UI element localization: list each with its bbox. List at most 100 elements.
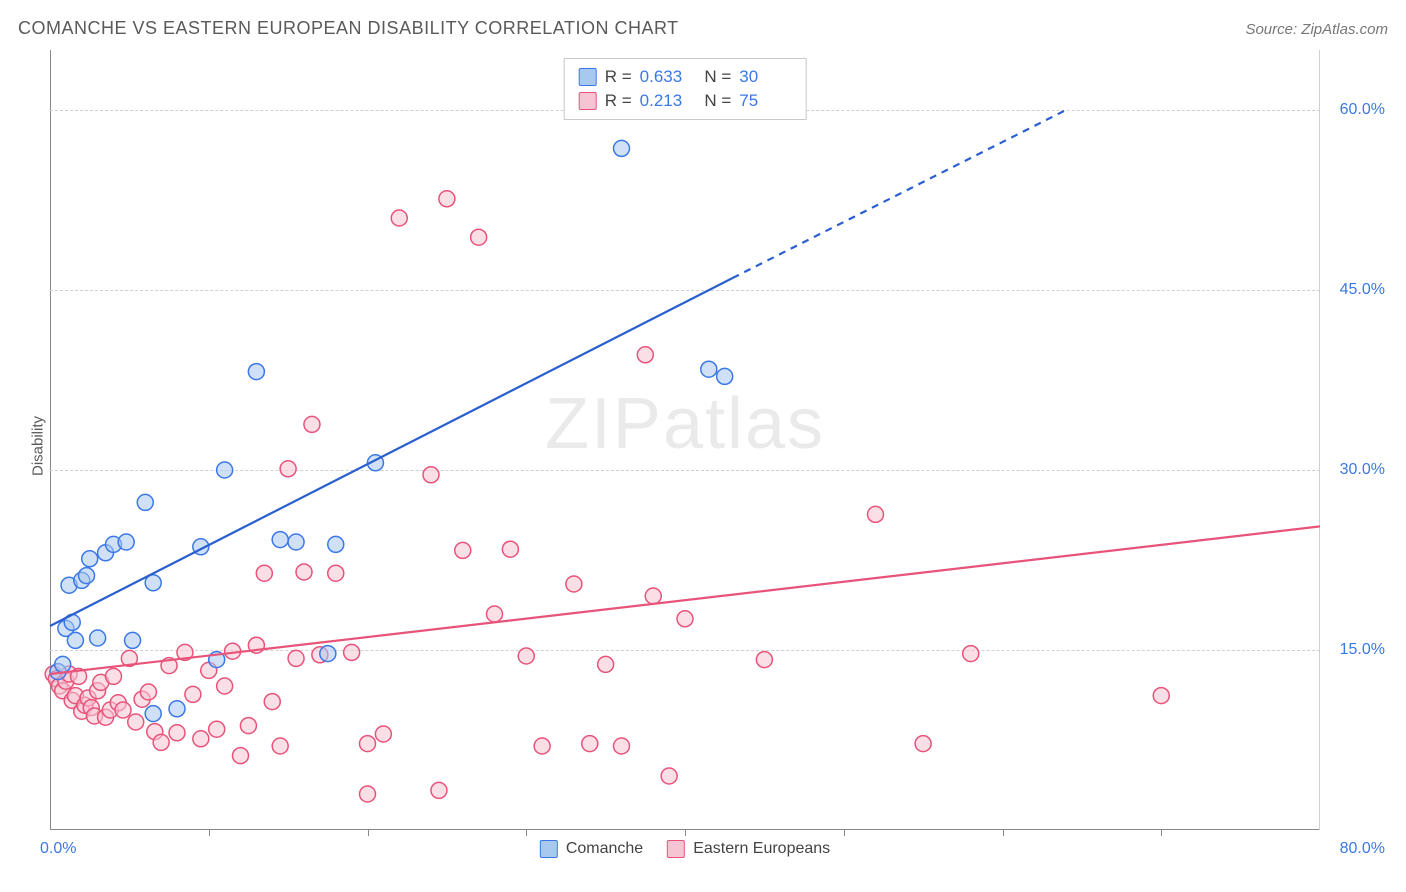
chart-title: COMANCHE VS EASTERN EUROPEAN DISABILITY … xyxy=(18,18,679,39)
stat-row-comanche: R = 0.633 N = 30 xyxy=(579,65,792,89)
r-label: R = xyxy=(605,67,632,87)
y-axis-label: Disability xyxy=(30,416,47,476)
data-point xyxy=(344,644,360,660)
legend-swatch-comanche xyxy=(540,840,558,858)
n-label: N = xyxy=(700,91,732,111)
data-point xyxy=(582,736,598,752)
data-point xyxy=(118,534,134,550)
data-point xyxy=(431,782,447,798)
y-tick-label: 30.0% xyxy=(1340,461,1385,479)
x-tick-mark xyxy=(526,830,527,836)
data-point xyxy=(637,347,653,363)
data-point xyxy=(534,738,550,754)
n-value-eastern: 75 xyxy=(739,91,791,111)
data-point xyxy=(717,368,733,384)
data-point xyxy=(140,684,156,700)
data-point xyxy=(423,467,439,483)
data-point xyxy=(185,686,201,702)
stat-legend: R = 0.633 N = 30 R = 0.213 N = 75 xyxy=(564,58,807,120)
data-point xyxy=(471,229,487,245)
data-point xyxy=(233,748,249,764)
data-point xyxy=(169,701,185,717)
data-point xyxy=(137,494,153,510)
legend-swatch-eastern xyxy=(667,840,685,858)
x-tick-mark xyxy=(1003,830,1004,836)
data-point xyxy=(328,565,344,581)
trend-line xyxy=(50,526,1320,674)
data-point xyxy=(360,736,376,752)
stat-row-eastern: R = 0.213 N = 75 xyxy=(579,89,792,113)
x-tick-mark xyxy=(1161,830,1162,836)
y-tick-label: 45.0% xyxy=(1340,281,1385,299)
data-point xyxy=(288,534,304,550)
data-point xyxy=(963,646,979,662)
data-point xyxy=(645,588,661,604)
data-point xyxy=(868,506,884,522)
trend-line-extrapolation xyxy=(733,110,1066,278)
data-point xyxy=(272,532,288,548)
data-point xyxy=(455,542,471,558)
bottom-legend: Comanche Eastern Europeans xyxy=(540,840,830,858)
data-point xyxy=(661,768,677,784)
trend-line xyxy=(50,278,733,626)
data-point xyxy=(248,364,264,380)
data-point xyxy=(598,656,614,672)
data-point xyxy=(79,568,95,584)
data-point xyxy=(677,611,693,627)
x-tick-mark xyxy=(844,830,845,836)
data-point xyxy=(209,721,225,737)
data-point xyxy=(502,541,518,557)
source-attribution: Source: ZipAtlas.com xyxy=(1245,21,1388,38)
data-point xyxy=(280,461,296,477)
r-value-comanche: 0.633 xyxy=(640,67,692,87)
n-label: N = xyxy=(700,67,732,87)
data-point xyxy=(153,734,169,750)
data-point xyxy=(701,361,717,377)
n-value-comanche: 30 xyxy=(739,67,791,87)
data-point xyxy=(193,731,209,747)
data-point xyxy=(169,725,185,741)
legend-item-comanche: Comanche xyxy=(540,840,643,858)
data-point xyxy=(296,564,312,580)
data-point xyxy=(756,652,772,668)
x-tick-max: 80.0% xyxy=(1340,840,1385,858)
data-point xyxy=(115,702,131,718)
data-point xyxy=(320,646,336,662)
x-tick-mark xyxy=(368,830,369,836)
swatch-comanche xyxy=(579,68,597,86)
data-point xyxy=(360,786,376,802)
data-point xyxy=(915,736,931,752)
data-point xyxy=(375,726,391,742)
data-point xyxy=(391,210,407,226)
x-tick-mark xyxy=(209,830,210,836)
data-point xyxy=(518,648,534,664)
data-point xyxy=(217,678,233,694)
x-tick-min: 0.0% xyxy=(40,840,76,858)
chart-container: ZIPatlas 15.0%30.0%45.0%60.0% R = 0.633 … xyxy=(50,50,1320,830)
data-point xyxy=(614,738,630,754)
data-point xyxy=(145,706,161,722)
swatch-eastern xyxy=(579,92,597,110)
x-tick-mark xyxy=(685,830,686,836)
data-point xyxy=(1153,688,1169,704)
data-point xyxy=(328,536,344,552)
r-label: R = xyxy=(605,91,632,111)
data-point xyxy=(487,606,503,622)
y-tick-label: 60.0% xyxy=(1340,101,1385,119)
legend-item-eastern: Eastern Europeans xyxy=(667,840,830,858)
data-point xyxy=(264,694,280,710)
data-point xyxy=(304,416,320,432)
data-point xyxy=(240,718,256,734)
data-point xyxy=(566,576,582,592)
legend-label-comanche: Comanche xyxy=(566,840,643,858)
y-tick-label: 15.0% xyxy=(1340,641,1385,659)
data-point xyxy=(217,462,233,478)
data-point xyxy=(55,656,71,672)
data-point xyxy=(125,632,141,648)
r-value-eastern: 0.213 xyxy=(640,91,692,111)
data-point xyxy=(90,630,106,646)
data-point xyxy=(439,191,455,207)
data-point xyxy=(272,738,288,754)
data-point xyxy=(67,632,83,648)
data-point xyxy=(288,650,304,666)
